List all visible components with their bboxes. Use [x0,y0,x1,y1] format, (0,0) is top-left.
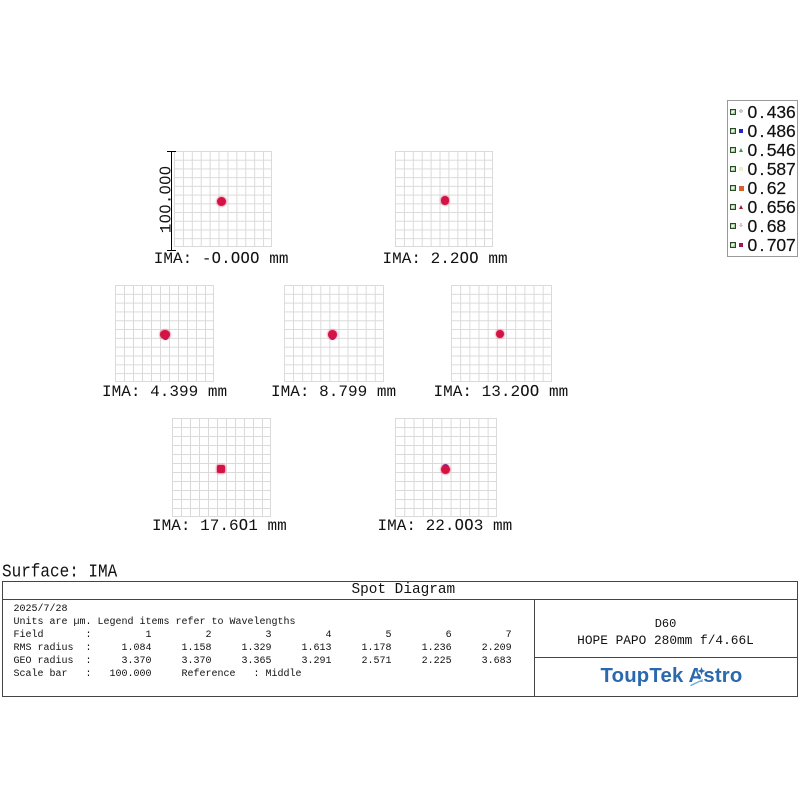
svg-text:1.: 1. [158,195,176,234]
svg-text:00000: 00000 [158,166,175,223]
